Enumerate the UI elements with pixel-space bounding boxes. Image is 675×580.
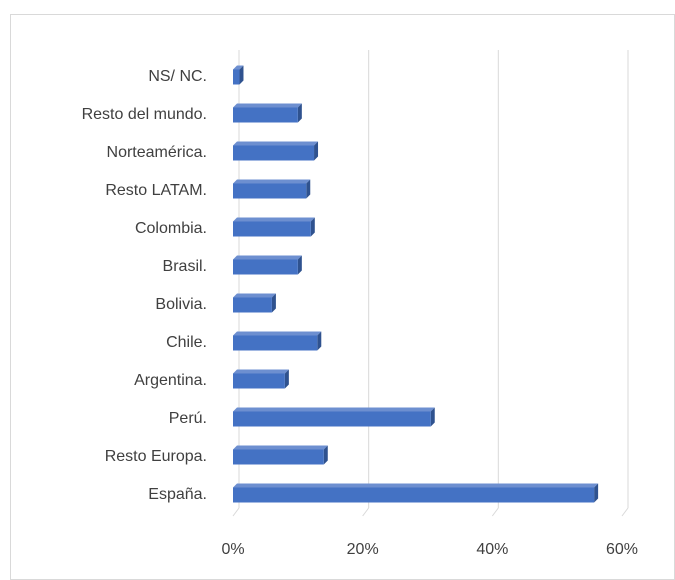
bar-front bbox=[233, 411, 431, 427]
bar-side bbox=[314, 141, 319, 161]
bar-side bbox=[323, 445, 328, 465]
x-tick-label: 60% bbox=[606, 541, 638, 558]
bar-top bbox=[233, 141, 319, 146]
bar bbox=[233, 407, 435, 427]
bar-top bbox=[233, 65, 244, 70]
y-tick-label: Norteamérica. bbox=[107, 144, 207, 161]
bar-front bbox=[233, 373, 285, 389]
bar-top bbox=[233, 255, 302, 260]
bar-front bbox=[233, 297, 272, 313]
y-tick-label: Bolivia. bbox=[155, 296, 207, 313]
bar-front bbox=[233, 69, 240, 85]
grid-floor bbox=[491, 507, 499, 517]
bar-side bbox=[284, 369, 289, 389]
grid-floor bbox=[621, 507, 629, 517]
bar-side bbox=[239, 65, 244, 85]
bar bbox=[233, 445, 328, 465]
bar-side bbox=[317, 331, 322, 351]
bar-top bbox=[233, 407, 435, 412]
bar-top bbox=[233, 331, 322, 336]
bar bbox=[233, 293, 276, 313]
bar-side bbox=[271, 293, 276, 313]
bar-front bbox=[233, 183, 307, 199]
bar bbox=[233, 103, 302, 123]
y-tick-label: Resto del mundo. bbox=[82, 106, 207, 123]
bar-top bbox=[233, 217, 315, 222]
bar bbox=[233, 141, 319, 161]
x-tick-label: 40% bbox=[476, 541, 508, 558]
x-tick-label: 20% bbox=[347, 541, 379, 558]
y-tick-label: Argentina. bbox=[134, 372, 207, 389]
bar-top bbox=[233, 445, 328, 450]
bar bbox=[233, 331, 322, 351]
grid-floor bbox=[232, 507, 240, 517]
y-tick-label: Resto Europa. bbox=[105, 448, 207, 465]
grid-floor bbox=[362, 507, 370, 517]
bar-side bbox=[306, 179, 311, 199]
bar-front bbox=[233, 487, 595, 503]
bar-top bbox=[233, 179, 311, 184]
bar-top bbox=[233, 483, 599, 488]
y-tick-label: Chile. bbox=[166, 334, 207, 351]
bar-front bbox=[233, 259, 298, 275]
bar-front bbox=[233, 145, 315, 161]
bar bbox=[233, 255, 302, 275]
bar-top bbox=[233, 103, 302, 108]
y-tick-label: Resto LATAM. bbox=[105, 182, 207, 199]
y-tick-label: Perú. bbox=[169, 410, 207, 427]
bar-side bbox=[297, 103, 302, 123]
bar-side bbox=[594, 483, 599, 503]
bar-side bbox=[310, 217, 315, 237]
bar-front bbox=[233, 449, 324, 465]
bar bbox=[233, 179, 311, 199]
bar-top bbox=[233, 369, 289, 374]
bar bbox=[233, 369, 289, 389]
y-tick-label: Colombia. bbox=[135, 220, 207, 237]
bar-side bbox=[297, 255, 302, 275]
y-tick-label: Brasil. bbox=[163, 258, 207, 275]
bar-side bbox=[430, 407, 435, 427]
bar-front bbox=[233, 107, 298, 123]
y-tick-label: NS/ NC. bbox=[148, 68, 207, 85]
bar-front bbox=[233, 221, 311, 237]
bar bbox=[233, 483, 599, 503]
bar bbox=[233, 65, 244, 85]
bar-front bbox=[233, 335, 318, 351]
y-tick-label: España. bbox=[148, 486, 207, 503]
bar bbox=[233, 217, 315, 237]
x-tick-label: 0% bbox=[221, 541, 244, 558]
bar-top bbox=[233, 293, 276, 298]
